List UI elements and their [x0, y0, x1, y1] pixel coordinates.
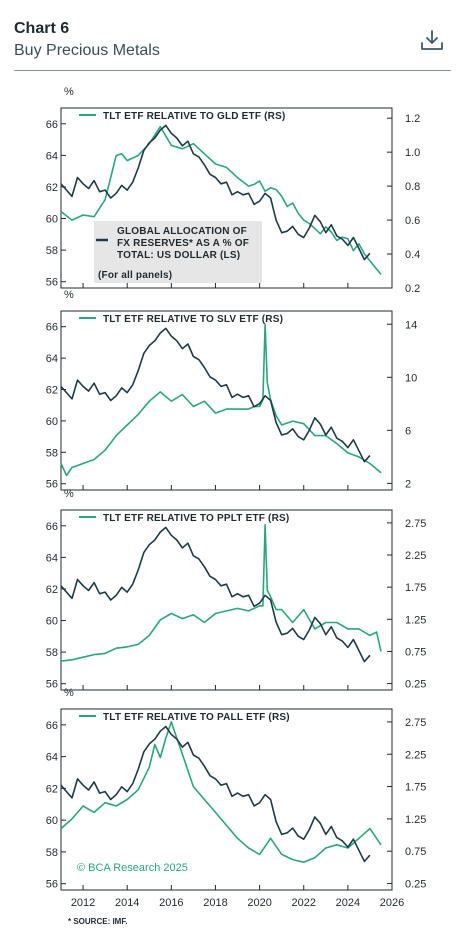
- x-tick-label: 2022: [291, 897, 315, 909]
- right-tick-label: 1.0: [405, 147, 420, 159]
- right-tick-label: 10: [405, 372, 417, 384]
- watermark: © BCA Research 2025: [77, 862, 188, 874]
- left-tick-label: 56: [46, 277, 58, 289]
- left-tick-label: 66: [46, 322, 58, 334]
- left-tick-label: 58: [46, 447, 58, 459]
- left-tick-label: 64: [46, 353, 58, 365]
- chart-panel-4: % 56 58 60 62 64 66 0.25 0.75 1.25 1.75 2.25 2.75 TLT…: [46, 687, 427, 909]
- left-tick-label: 60: [46, 214, 58, 226]
- left-tick-label: 60: [46, 416, 58, 428]
- right-tick-label: 14: [405, 319, 417, 331]
- chart-panel-2: % 56 58 60 62 64 66 2 6 10 14 TLT ETF RELATIVE TO S…: [46, 289, 418, 491]
- right-tick-label: 2.25: [405, 550, 426, 562]
- header-divider: [14, 70, 451, 71]
- download-icon[interactable]: [419, 28, 445, 54]
- plot-frame: [60, 310, 393, 491]
- legend-label-relative-etf: TLT ETF RELATIVE TO GLD ETF (RS): [103, 111, 286, 122]
- x-tick-label: 2026: [380, 897, 404, 909]
- left-tick-label: 58: [46, 245, 58, 257]
- source-note: * SOURCE: IMF.: [68, 917, 128, 926]
- right-tick-label: 0.25: [405, 879, 426, 891]
- left-tick-label: 62: [46, 182, 58, 194]
- plot-frame: [60, 509, 393, 691]
- right-tick-label: 0.25: [405, 679, 426, 691]
- left-tick-label: 56: [46, 479, 58, 491]
- right-tick-label: 1.25: [405, 814, 426, 826]
- chart-panel-1: % 56 58 60 62 64 66 0.2 0.4 0.6 0.8 1.0 1.2 TLT ETF R…: [46, 86, 421, 295]
- x-tick-label: 2016: [159, 897, 183, 909]
- series-line-usd-reserve-share: [60, 725, 371, 863]
- series-line-relative-etf: [60, 721, 382, 864]
- chart-panel-3: % 56 58 60 62 64 66 0.25 0.75 1.25 1.75 2.25 2.75 TLT…: [46, 488, 427, 691]
- left-tick-label: 58: [46, 847, 58, 859]
- legend-label-relative-etf: TLT ETF RELATIVE TO PPLT ETF (RS): [103, 513, 289, 524]
- x-tick-label: 2012: [71, 897, 95, 909]
- left-tick-label: 60: [46, 616, 58, 628]
- left-axis-unit: %: [64, 687, 74, 699]
- dark-legend-box: [94, 221, 262, 283]
- right-tick-label: 2.75: [405, 717, 426, 729]
- left-tick-label: 66: [46, 119, 58, 131]
- legend-label-usd-reserve-share: TOTAL: US DOLLAR (LS): [117, 250, 240, 261]
- left-tick-label: 62: [46, 584, 58, 596]
- series-line-relative-etf: [60, 323, 382, 477]
- right-tick-label: 0.75: [405, 646, 426, 658]
- legend-label-usd-reserve-share: FX RESERVES* AS A % OF: [117, 238, 249, 249]
- right-tick-label: 0.6: [405, 215, 420, 227]
- left-tick-label: 58: [46, 647, 58, 659]
- legend-label-relative-etf: TLT ETF RELATIVE TO SLV ETF (RS): [103, 314, 283, 325]
- right-tick-label: 1.2: [405, 113, 420, 125]
- x-tick-label: 2014: [115, 897, 139, 909]
- right-tick-label: 2: [405, 478, 411, 490]
- left-tick-label: 66: [46, 720, 58, 732]
- legend-label-relative-etf: TLT ETF RELATIVE TO PALL ETF (RS): [103, 712, 290, 723]
- chart-number: Chart 6: [14, 20, 70, 37]
- left-tick-label: 60: [46, 815, 58, 827]
- right-tick-label: 1.25: [405, 614, 426, 626]
- right-tick-label: 6: [405, 425, 411, 437]
- legend-note: (For all panels): [98, 270, 172, 281]
- right-tick-label: 0.8: [405, 181, 420, 193]
- series-line-usd-reserve-share: [60, 526, 371, 663]
- left-tick-label: 62: [46, 385, 58, 397]
- series-line-usd-reserve-share: [60, 124, 371, 261]
- legend-label-usd-reserve-share: GLOBAL ALLOCATION OF: [117, 226, 247, 237]
- series-line-relative-etf: [60, 523, 382, 662]
- left-tick-label: 64: [46, 150, 58, 162]
- left-tick-label: 64: [46, 752, 58, 764]
- right-tick-label: 0.2: [405, 283, 420, 295]
- chart-subtitle: Buy Precious Metals: [14, 42, 160, 59]
- left-tick-label: 56: [46, 879, 58, 891]
- left-tick-label: 62: [46, 783, 58, 795]
- right-tick-label: 0.4: [405, 249, 420, 261]
- left-tick-label: 64: [46, 552, 58, 564]
- plot-frame: [60, 708, 393, 891]
- series-line-usd-reserve-share: [60, 327, 371, 463]
- right-tick-label: 1.75: [405, 782, 426, 794]
- left-axis-unit: %: [64, 289, 74, 301]
- right-tick-label: 2.25: [405, 749, 426, 761]
- x-tick-label: 2020: [247, 897, 271, 909]
- left-tick-label: 66: [46, 521, 58, 533]
- left-axis-unit: %: [64, 488, 74, 500]
- right-tick-label: 0.75: [405, 846, 426, 858]
- right-tick-label: 1.75: [405, 582, 426, 594]
- left-axis-unit: %: [64, 86, 74, 98]
- x-tick-label: 2024: [336, 897, 360, 909]
- right-tick-label: 2.75: [405, 518, 426, 530]
- x-tick-label: 2018: [203, 897, 227, 909]
- plot-frame: [60, 107, 393, 289]
- left-tick-label: 56: [46, 679, 58, 691]
